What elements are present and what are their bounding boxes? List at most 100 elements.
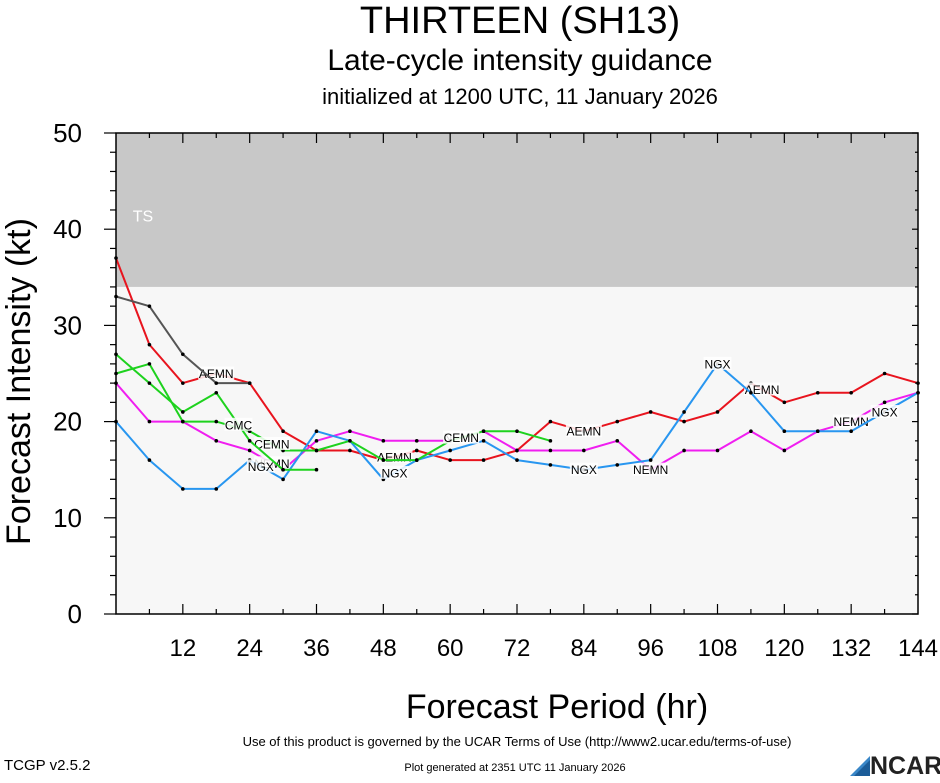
- data-point: [548, 463, 553, 467]
- data-point: [448, 458, 452, 462]
- y-tick-label: 0: [68, 599, 82, 629]
- series-label-bg: [380, 465, 409, 479]
- data-point: [214, 439, 219, 443]
- y-axis-label: Forecast Intensity (kt): [0, 218, 38, 545]
- data-point: [448, 448, 452, 453]
- data-point: [414, 439, 419, 443]
- series-label-bg: [744, 382, 781, 396]
- x-tick-label: 60: [437, 635, 464, 662]
- data-point: [348, 448, 352, 453]
- series-label-nemn: NEMN: [833, 415, 868, 429]
- data-point: [147, 342, 152, 347]
- data-point: [682, 448, 686, 453]
- data-point: [782, 448, 787, 453]
- y-tick-label: 20: [53, 407, 82, 437]
- data-point: [648, 458, 653, 462]
- series-label-aemn: AEMN: [377, 450, 412, 464]
- data-point: [682, 419, 686, 424]
- data-point: [381, 458, 386, 462]
- y-tick-label: 30: [53, 310, 82, 340]
- ts-band-label: TS: [133, 209, 153, 226]
- data-point: [782, 429, 787, 434]
- data-point: [414, 448, 419, 453]
- data-point: [548, 419, 553, 424]
- data-point: [281, 477, 285, 482]
- data-point: [715, 410, 720, 414]
- series-label-bg: [565, 424, 602, 438]
- data-point: [749, 390, 753, 395]
- data-point: [147, 419, 152, 424]
- data-point: [181, 419, 185, 424]
- series-label-bg: [253, 437, 290, 451]
- data-point: [515, 448, 519, 453]
- data-point: [782, 400, 787, 405]
- chart-title: THIRTEEN (SH13): [359, 0, 681, 42]
- series-label-bg: [870, 404, 899, 418]
- x-tick-label: 132: [831, 635, 871, 662]
- series-label-ngx: NGX: [248, 460, 274, 474]
- data-point: [582, 448, 586, 453]
- series-label-bg: [443, 430, 480, 444]
- data-point: [715, 448, 720, 453]
- data-point: [648, 410, 653, 414]
- data-point: [181, 352, 185, 357]
- generated-time: Plot generated at 2351 UTC 11 January 20…: [404, 762, 626, 774]
- data-point: [615, 463, 620, 467]
- series-label-bg: [224, 417, 253, 431]
- data-point: [849, 390, 853, 395]
- series-label-cemn: CEMN: [444, 431, 479, 445]
- ncar-logo-text: NCAR: [870, 752, 940, 780]
- data-point: [481, 429, 486, 434]
- data-point: [481, 458, 486, 462]
- data-point: [548, 439, 553, 443]
- data-point: [181, 410, 185, 414]
- x-tick-label: 144: [898, 635, 938, 662]
- initialization-time: initialized at 1200 UTC, 11 January 2026: [322, 84, 718, 109]
- data-point: [281, 467, 285, 472]
- data-point: [181, 381, 185, 385]
- data-point: [247, 448, 252, 453]
- chart-subtitle: Late-cycle intensity guidance: [327, 44, 713, 77]
- data-point: [147, 362, 152, 366]
- data-point: [314, 429, 319, 434]
- data-point: [348, 439, 352, 443]
- series-label-ngx: NGX: [704, 357, 730, 371]
- series-label-ngx: NGX: [571, 463, 597, 477]
- data-point: [348, 429, 352, 434]
- data-point: [882, 400, 887, 405]
- data-point: [515, 458, 519, 462]
- data-point: [414, 458, 419, 462]
- x-tick-label: 36: [303, 635, 330, 662]
- x-tick-label: 48: [370, 635, 397, 662]
- ncar-logo-icon: [850, 756, 870, 776]
- x-tick-label: 120: [764, 635, 804, 662]
- data-point: [815, 390, 820, 395]
- y-tick-label: 50: [53, 118, 82, 148]
- ncar-logo: NCAR: [848, 752, 940, 780]
- series-label-ngx: NGX: [872, 405, 898, 419]
- series-label-aemn: AEMN: [566, 425, 601, 439]
- x-tick-label: 84: [570, 635, 597, 662]
- data-point: [548, 448, 553, 453]
- data-point: [147, 304, 152, 308]
- terms-of-use-notice: Use of this product is governed by the U…: [242, 734, 792, 749]
- data-point: [214, 381, 219, 385]
- data-point: [281, 429, 285, 434]
- data-point: [481, 439, 486, 443]
- data-point: [214, 390, 219, 395]
- data-point: [247, 381, 252, 385]
- x-tick-label: 24: [236, 635, 263, 662]
- data-point: [181, 487, 185, 491]
- data-point: [247, 439, 252, 443]
- ts-band: [116, 133, 918, 287]
- series-label-bg: [833, 414, 870, 428]
- series-label-bg: [246, 459, 275, 473]
- data-point: [815, 429, 820, 434]
- x-axis-label: Forecast Period (hr): [406, 688, 708, 726]
- version-label: TCGP v2.5.2: [4, 757, 91, 774]
- series-label-ngx: NGX: [381, 466, 407, 480]
- data-point: [314, 439, 319, 443]
- data-point: [147, 381, 152, 385]
- series-label-bg: [632, 462, 669, 476]
